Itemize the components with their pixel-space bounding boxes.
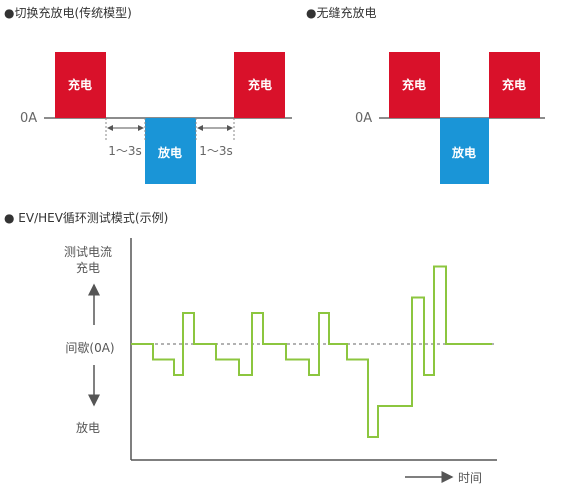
switching-zero-label: 0A (20, 111, 37, 126)
seamless-charge-label-1: 充电 (402, 77, 426, 92)
switching-charge-block-2 (234, 52, 285, 118)
ev-waveform (131, 265, 492, 438)
seamless-zero-label: 0A (355, 111, 372, 126)
interval-label-1: 1〜3s (108, 144, 142, 158)
interval-label-2: 1〜3s (199, 144, 233, 158)
switching-discharge-label: 放电 (157, 145, 182, 160)
switching-charge-label-2: 充电 (248, 77, 272, 92)
switching-diagram: 0A 充电 放电 充电 1〜3s 1〜3s (20, 52, 292, 184)
seamless-discharge-label: 放电 (451, 145, 476, 160)
seamless-charge-block-1 (389, 52, 440, 118)
ev-y-top-label-2: 充电 (76, 260, 100, 275)
switching-title: ●切换充放电(传统模型) (4, 6, 132, 20)
ev-diagram: 测试电流 充电 间歇(0A) 放电 时间 (64, 238, 497, 485)
ev-y-bottom-label: 放电 (76, 420, 100, 435)
seamless-charge-block-2 (489, 52, 540, 118)
seamless-diagram: 0A 充电 放电 充电 (355, 52, 545, 184)
seamless-charge-label-2: 充电 (502, 77, 526, 92)
switching-discharge-block (145, 118, 196, 184)
ev-title: ● EV/HEV循环测试模式(示例) (4, 211, 169, 225)
seamless-discharge-block (440, 118, 489, 184)
ev-x-label: 时间 (458, 471, 482, 485)
switching-charge-block-1 (55, 52, 106, 118)
ev-y-mid-label: 间歇(0A) (65, 341, 114, 355)
ev-y-top-label-1: 测试电流 (64, 244, 112, 259)
switching-charge-label-1: 充电 (68, 77, 92, 92)
seamless-title: ●无缝充放电 (306, 6, 377, 20)
